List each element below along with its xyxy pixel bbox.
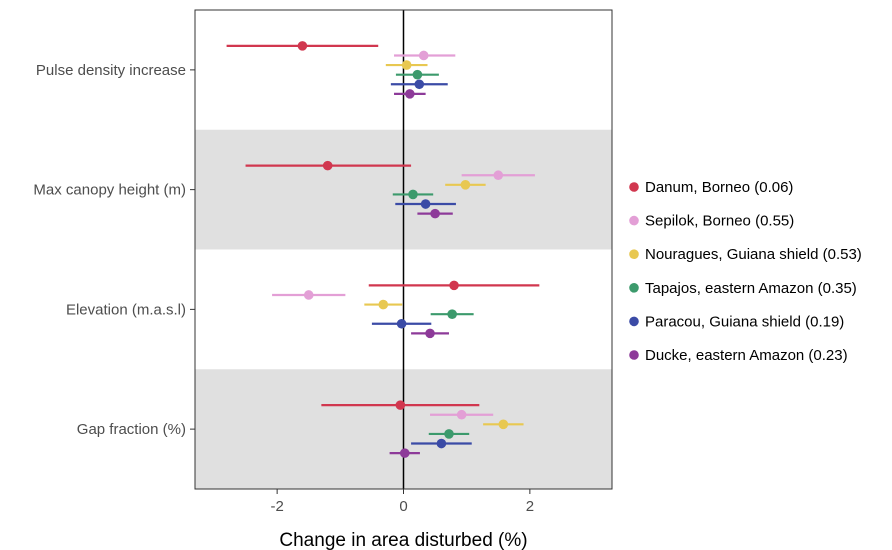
y-tick-label: Gap fraction (%) [77, 421, 186, 438]
point-nouragues-guiana-shield-0-53-max-canopy-height-m [460, 180, 471, 190]
legend-item: Paracou, Guiana shield (0.19) [629, 313, 844, 330]
point-tapajos-eastern-amazon-0-35-elevation-m-a-s-l [447, 309, 457, 319]
point-paracou-guiana-shield-0-19-max-canopy-height-m [420, 199, 431, 209]
legend-label: Ducke, eastern Amazon (0.23) [645, 347, 848, 364]
legend-key [629, 182, 639, 192]
chart-marks [226, 41, 540, 458]
x-axis-title: Change in area disturbed (%) [279, 530, 527, 550]
point-ducke-eastern-amazon-0-23-gap-fraction [399, 448, 410, 458]
series-nouragues-guiana-shield-0-53 [364, 60, 524, 430]
point-danum-borneo-0-06-max-canopy-height-m [322, 160, 333, 171]
legend-key [629, 316, 639, 327]
x-tick-label: -2 [270, 498, 283, 515]
point-danum-borneo-0-06-gap-fraction [395, 400, 406, 410]
legend-key [629, 249, 639, 259]
point-tapajos-eastern-amazon-0-35-gap-fraction [444, 429, 454, 439]
point-tapajos-eastern-amazon-0-35-pulse-density-increase [412, 69, 423, 80]
legend-label: Nouragues, Guiana shield (0.53) [645, 246, 862, 263]
x-tick-label: 2 [526, 498, 534, 515]
legend-item: Danum, Borneo (0.06) [629, 179, 793, 196]
legend-label: Danum, Borneo (0.06) [645, 179, 793, 196]
point-tapajos-eastern-amazon-0-35-max-canopy-height-m [408, 189, 418, 200]
legend: Danum, Borneo (0.06) Sepilok, Borneo (0.5… [629, 179, 862, 364]
point-nouragues-guiana-shield-0-53-elevation-m-a-s-l [378, 299, 389, 310]
point-nouragues-guiana-shield-0-53-pulse-density-increase [401, 60, 412, 70]
point-danum-borneo-0-06-elevation-m-a-s-l [449, 280, 459, 291]
x-axis: -2 0 2 [270, 489, 534, 515]
series-ducke-eastern-amazon-0-23 [389, 89, 453, 458]
point-sepilok-borneo-0-55-max-canopy-height-m [493, 170, 504, 181]
y-tick-label: Elevation (m.a.s.l) [66, 301, 186, 318]
point-paracou-guiana-shield-0-19-gap-fraction [436, 438, 447, 449]
legend-key [629, 283, 639, 293]
legend-label: Tapajos, eastern Amazon (0.35) [645, 280, 857, 297]
y-axis: Pulse density increase Max canopy height … [33, 62, 195, 438]
point-paracou-guiana-shield-0-19-elevation-m-a-s-l [396, 318, 407, 329]
point-sepilok-borneo-0-55-pulse-density-increase [418, 50, 429, 61]
point-danum-borneo-0-06-pulse-density-increase [297, 41, 308, 51]
legend-item: Nouragues, Guiana shield (0.53) [629, 246, 862, 263]
legend-item: Sepilok, Borneo (0.55) [629, 213, 794, 230]
series-paracou-guiana-shield-0-19 [371, 79, 472, 449]
series-sepilok-borneo-0-55 [272, 50, 535, 420]
legend-label: Sepilok, Borneo (0.55) [645, 213, 794, 230]
legend-item: Tapajos, eastern Amazon (0.35) [629, 280, 857, 297]
point-ducke-eastern-amazon-0-23-max-canopy-height-m [430, 208, 440, 219]
point-nouragues-guiana-shield-0-53-gap-fraction [498, 419, 509, 430]
point-ducke-eastern-amazon-0-23-elevation-m-a-s-l [425, 328, 435, 339]
series-tapajos-eastern-amazon-0-35 [392, 69, 474, 439]
point-sepilok-borneo-0-55-elevation-m-a-s-l [303, 290, 314, 300]
legend-label: Paracou, Guiana shield (0.19) [645, 313, 844, 330]
y-tick-label: Pulse density increase [36, 62, 186, 79]
series-danum-borneo-0-06 [226, 41, 540, 410]
legend-item: Ducke, eastern Amazon (0.23) [629, 347, 848, 364]
point-paracou-guiana-shield-0-19-pulse-density-increase [414, 79, 425, 90]
x-tick-label: 0 [399, 498, 407, 515]
point-sepilok-borneo-0-55-gap-fraction [456, 409, 467, 420]
legend-key [629, 350, 639, 360]
y-tick-label: Max canopy height (m) [33, 182, 186, 199]
point-ducke-eastern-amazon-0-23-pulse-density-increase [405, 89, 415, 99]
legend-key [629, 215, 639, 226]
